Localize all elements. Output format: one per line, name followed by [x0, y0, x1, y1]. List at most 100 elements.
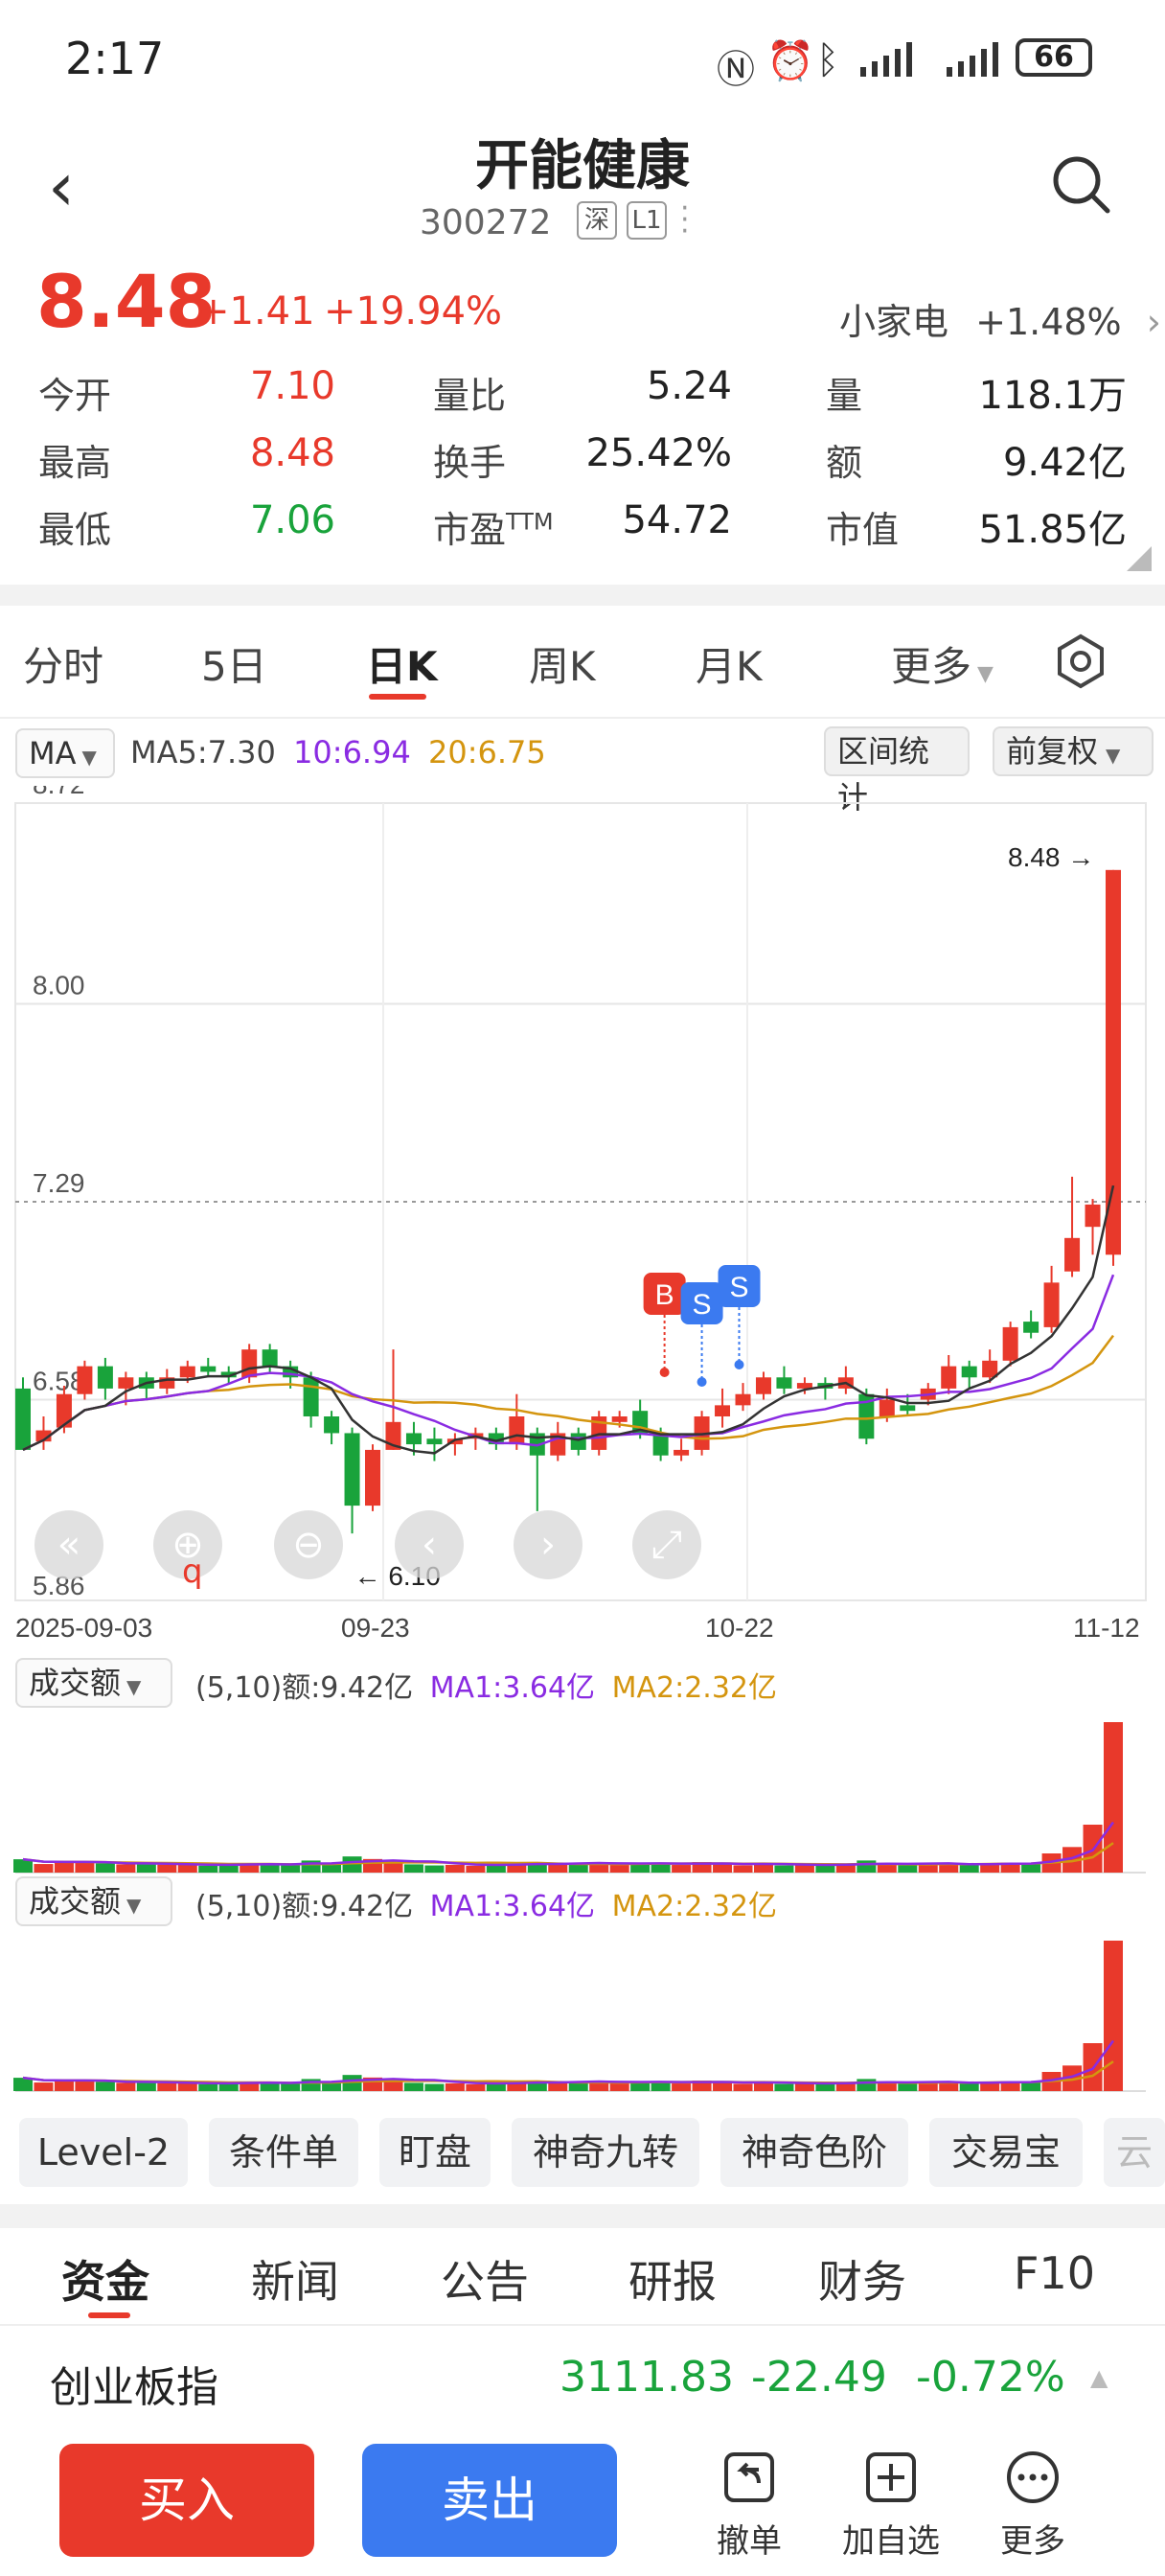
x-tick-label: 2025-09-03	[15, 1613, 152, 1643]
y-tick-label: 7.29	[33, 1168, 85, 1198]
zoom-in-button[interactable]: ⊕	[153, 1510, 222, 1579]
sell-button[interactable]: 卖出	[362, 2444, 617, 2557]
divider	[0, 717, 1165, 719]
more-actions-button[interactable]: 更多	[966, 2449, 1100, 2562]
volume-bar	[857, 2079, 877, 2091]
ma10-line	[22, 1274, 1115, 1452]
signal-badge	[680, 1282, 723, 1324]
volume-selector[interactable]: 成交额 ▼	[15, 1658, 172, 1708]
volume-bar	[980, 1863, 1000, 1873]
volume-ma2-line	[22, 2060, 1114, 2084]
tab-f10[interactable]: F10	[1014, 2247, 1095, 2299]
tab-daily-k[interactable]: 日K	[366, 643, 438, 690]
magic-nine-button[interactable]: 神奇九转	[512, 2118, 699, 2187]
candle-body	[796, 1383, 812, 1389]
more-dots-icon[interactable]: · · ·	[680, 192, 690, 248]
volume-bar	[1104, 1941, 1123, 2091]
quote-grid: 今开 7.10 量比 5.24 量 118.1万 最高 8.48 换手 25.4…	[0, 355, 1165, 565]
ma10-value: 10:6.94	[293, 734, 411, 770]
tab-5day[interactable]: 5日	[201, 643, 267, 690]
conditional-order-button[interactable]: 条件单	[209, 2118, 358, 2187]
volume-ma2: MA2:2.32亿	[611, 1671, 778, 1705]
settings-hexagon-icon[interactable]	[1052, 632, 1109, 690]
volume-bar	[651, 2082, 671, 2091]
volume-bar	[672, 1865, 692, 1873]
volume-bar	[1000, 1862, 1020, 1873]
indicator-selector[interactable]: MA ▼	[15, 728, 115, 778]
volume-bar	[34, 2082, 54, 2091]
cancel-order-icon	[724, 2452, 774, 2502]
value-low: 7.06	[249, 498, 335, 542]
tab-announcements[interactable]: 公告	[441, 2256, 529, 2308]
volume-bar	[322, 2082, 342, 2091]
scroll-left-button[interactable]: ‹	[395, 1510, 464, 1579]
tab-funds[interactable]: 资金	[61, 2256, 149, 2308]
adjust-selector[interactable]: 前复权 ▼	[993, 726, 1154, 776]
candle-body	[426, 1438, 443, 1445]
volume-legend-2: (5,10)额:9.42亿 MA1:3.64亿 MA2:2.32亿	[195, 1882, 777, 1924]
back-icon[interactable]: ‹	[48, 148, 75, 226]
pe-ttm-sup: TTM	[506, 508, 554, 536]
label-low: 最低	[38, 509, 112, 551]
tab-intraday[interactable]: 分时	[23, 643, 104, 690]
cancel-order-button[interactable]: 撤单	[682, 2449, 816, 2562]
more-dots-icon	[1007, 2451, 1059, 2503]
volume-bar	[918, 2082, 938, 2091]
scroll-right-button[interactable]: ›	[514, 1510, 582, 1579]
cloud-button[interactable]: 云	[1104, 2118, 1165, 2187]
more-actions-label: 更多	[1000, 2522, 1065, 2561]
search-icon[interactable]	[1050, 153, 1111, 215]
info-tabs: 资金 新闻 公告 研报 财务 F10	[0, 2228, 1165, 2324]
sector-link[interactable]: 小家电 +1.48% ›	[839, 292, 1161, 345]
candle-body	[941, 1366, 957, 1389]
watch-market-button[interactable]: 盯盘	[379, 2118, 491, 2187]
fullscreen-button[interactable]: ⤢	[632, 1510, 701, 1579]
zoom-out-button[interactable]: ⊖	[274, 1510, 343, 1579]
volume-bar	[157, 1864, 177, 1873]
volume-bar	[651, 1863, 671, 1873]
tab-weekly-k[interactable]: 周K	[529, 643, 596, 690]
buy-button[interactable]: 买入	[59, 2444, 314, 2557]
volume-amount: (5,10)额:9.42亿	[195, 1671, 414, 1705]
volume-bar	[548, 1863, 568, 1873]
volume-bar	[383, 1862, 403, 1873]
scroll-left-fast-button[interactable]: «	[34, 1510, 103, 1579]
tab-finance[interactable]: 财务	[818, 2256, 906, 2308]
cancel-order-label: 撤单	[717, 2522, 782, 2561]
dropdown-caret-icon: ▼	[977, 662, 994, 686]
tab-monthly-k[interactable]: 月K	[696, 643, 763, 690]
volume-ma1-line	[22, 1821, 1115, 1867]
volume-selector-2[interactable]: 成交额 ▼	[15, 1876, 172, 1926]
volume-bar	[445, 1864, 465, 1873]
index-ticker[interactable]: 创业板指 3111.83 -22.49 -0.72% ▲	[0, 2324, 1165, 2429]
volume-bar	[136, 2082, 156, 2091]
volume-bar	[959, 1865, 979, 1873]
signal-label: S	[693, 1289, 712, 1321]
q-marker: q	[182, 1552, 203, 1591]
volume-bar	[898, 2083, 918, 2091]
add-watchlist-button[interactable]: 加自选	[824, 2449, 958, 2562]
tab-more[interactable]: 更多 ▼	[891, 643, 994, 690]
tab-news[interactable]: 新闻	[251, 2256, 339, 2308]
range-stat-button[interactable]: 区间统计	[824, 726, 970, 816]
volume-bar	[939, 2081, 959, 2091]
expand-corner-icon[interactable]	[1127, 546, 1152, 571]
volume-chart	[13, 1722, 1146, 1874]
chevron-right-icon: ›	[1146, 301, 1161, 343]
volume-amount: (5,10)额:9.42亿	[195, 1890, 414, 1923]
price-change: +1.41	[197, 289, 315, 334]
trade-treasure-button[interactable]: 交易宝	[929, 2118, 1083, 2187]
level-tag[interactable]: L1	[627, 201, 667, 240]
volume-bar	[898, 1865, 918, 1873]
volume-bar	[1104, 1722, 1123, 1873]
volume-bar	[713, 2082, 733, 2091]
level2-button[interactable]: Level-2	[19, 2118, 188, 2187]
tab-research[interactable]: 研报	[628, 2256, 717, 2308]
kline-chart[interactable]: 8.728.007.296.585.868.48 →← 6.10BSS2025-…	[0, 786, 1165, 1648]
label-turnover: 换手	[433, 442, 507, 484]
candle-body	[365, 1449, 381, 1506]
magic-color-button[interactable]: 神奇色阶	[720, 2118, 908, 2187]
sector-name: 小家电	[839, 301, 949, 343]
volume-bar	[548, 2082, 568, 2091]
volume-bar	[815, 2083, 835, 2091]
